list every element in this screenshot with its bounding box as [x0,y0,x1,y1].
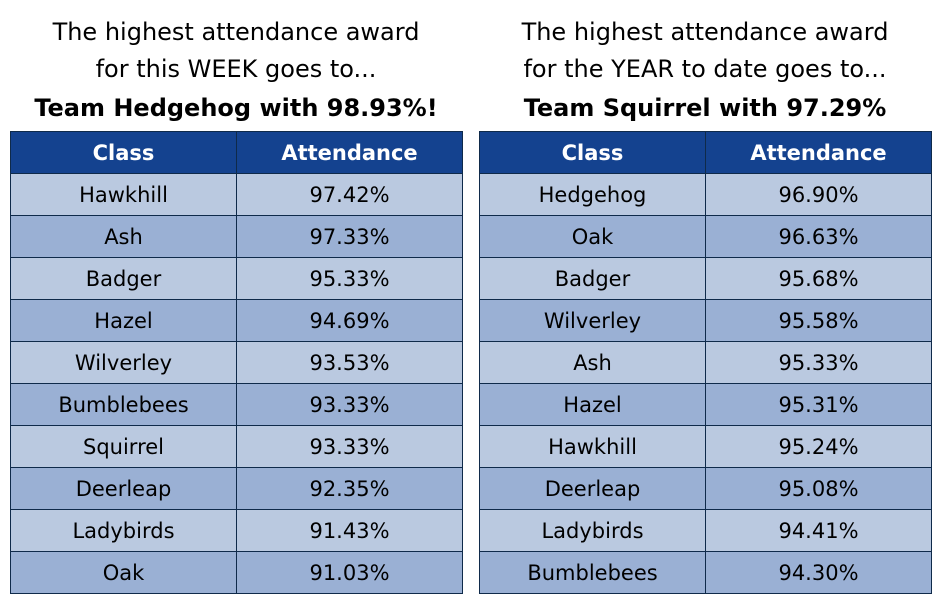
attendance-cell: 97.33% [236,215,463,258]
attendance-cell: 94.41% [705,509,932,552]
class-cell: Hawkhill [479,425,706,468]
attendance-cell: 94.30% [705,551,932,594]
class-cell: Oak [10,551,237,594]
table-row: Wilverley 93.53% [10,341,463,384]
class-cell: Bumblebees [479,551,706,594]
weekly-attendance-table: Class Attendance Hawkhill 97.42% Ash 97.… [10,131,463,594]
attendance-column-header: Attendance [705,131,932,174]
attendance-cell: 95.08% [705,467,932,510]
class-cell: Badger [479,257,706,300]
table-row: Ash 95.33% [479,341,932,384]
yearly-award-caption-line1: The highest attendance award [521,18,889,46]
attendance-cell: 97.42% [236,173,463,216]
attendance-cell: 94.69% [236,299,463,342]
attendance-cell: 93.33% [236,383,463,426]
class-cell: Badger [10,257,237,300]
class-cell: Ladybirds [10,509,237,552]
attendance-cell: 91.43% [236,509,463,552]
class-cell: Wilverley [10,341,237,384]
table-row: Squirrel 93.33% [10,425,463,468]
class-cell: Squirrel [10,425,237,468]
table-row: Deerleap 92.35% [10,467,463,510]
attendance-cell: 95.31% [705,383,932,426]
class-cell: Hazel [479,383,706,426]
yearly-award-caption-line2: for the YEAR to date goes to... [523,55,887,83]
table-row: Hawkhill 97.42% [10,173,463,216]
class-cell: Bumblebees [10,383,237,426]
table-row: Deerleap 95.08% [479,467,932,510]
attendance-cell: 95.68% [705,257,932,300]
table-header-row: Class Attendance [10,131,463,174]
attendance-cell: 91.03% [236,551,463,594]
attendance-cell: 93.33% [236,425,463,468]
attendance-cell: 96.90% [705,173,932,216]
table-row: Oak 91.03% [10,551,463,594]
attendance-cell: 92.35% [236,467,463,510]
yearly-winner-heading: Team Squirrel with 97.29% [523,94,887,122]
yearly-award-panel: The highest attendance award for the YEA… [479,0,932,594]
weekly-award-caption-line1: The highest attendance award [52,18,420,46]
table-row: Oak 96.63% [479,215,932,258]
table-row: Ladybirds 94.41% [479,509,932,552]
weekly-award-panel: The highest attendance award for this WE… [10,0,463,594]
class-cell: Hedgehog [479,173,706,216]
attendance-cell: 95.58% [705,299,932,342]
weekly-winner-heading: Team Hedgehog with 98.93%! [34,94,438,122]
class-column-header: Class [479,131,706,174]
table-row: Badger 95.33% [10,257,463,300]
table-row: Ash 97.33% [10,215,463,258]
table-row: Hazel 94.69% [10,299,463,342]
class-column-header: Class [10,131,237,174]
class-cell: Ladybirds [479,509,706,552]
table-row: Wilverley 95.58% [479,299,932,342]
table-row: Hawkhill 95.24% [479,425,932,468]
table-row: Hazel 95.31% [479,383,932,426]
class-cell: Ash [479,341,706,384]
weekly-award-caption-line2: for this WEEK goes to... [95,55,377,83]
class-cell: Wilverley [479,299,706,342]
attendance-cell: 95.24% [705,425,932,468]
class-cell: Deerleap [10,467,237,510]
table-row: Bumblebees 93.33% [10,383,463,426]
attendance-cell: 96.63% [705,215,932,258]
attendance-cell: 93.53% [236,341,463,384]
attendance-column-header: Attendance [236,131,463,174]
yearly-attendance-table: Class Attendance Hedgehog 96.90% Oak 96.… [479,131,932,594]
table-row: Badger 95.68% [479,257,932,300]
class-cell: Ash [10,215,237,258]
attendance-cell: 95.33% [705,341,932,384]
attendance-cell: 95.33% [236,257,463,300]
table-row: Hedgehog 96.90% [479,173,932,216]
class-cell: Oak [479,215,706,258]
table-row: Bumblebees 94.30% [479,551,932,594]
table-header-row: Class Attendance [479,131,932,174]
class-cell: Hazel [10,299,237,342]
class-cell: Hawkhill [10,173,237,216]
class-cell: Deerleap [479,467,706,510]
table-row: Ladybirds 91.43% [10,509,463,552]
